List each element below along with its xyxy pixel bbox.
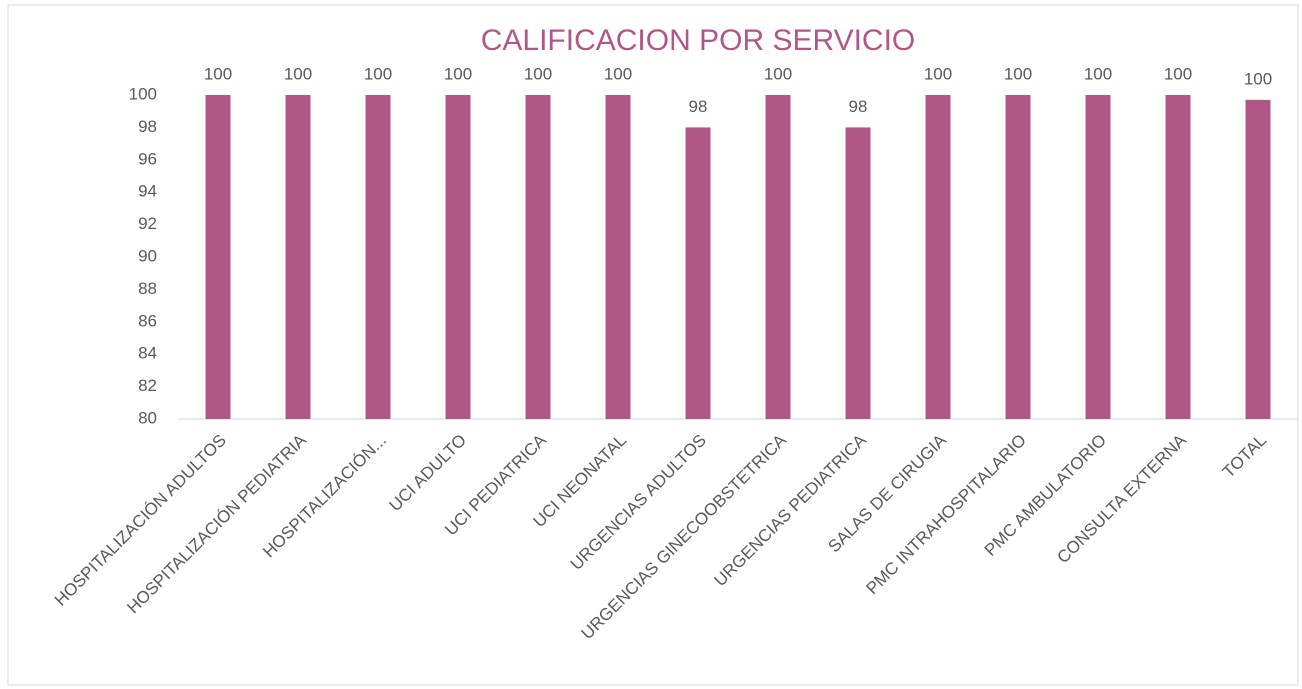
value-label: 100 [1084, 64, 1112, 83]
bar [365, 95, 391, 419]
bar [925, 95, 951, 419]
y-tick-label: 90 [138, 246, 157, 265]
bar [765, 95, 791, 419]
bar [1005, 95, 1031, 419]
value-label: 100 [524, 64, 552, 83]
bar [1245, 99, 1271, 420]
bar [685, 127, 711, 420]
bar [845, 127, 871, 420]
y-tick-label: 80 [138, 408, 157, 427]
value-label: 98 [689, 97, 708, 116]
y-tick-label: 82 [138, 376, 157, 395]
y-tick-label: 84 [138, 344, 157, 363]
value-label: 100 [284, 64, 312, 83]
bar [525, 95, 551, 419]
value-label: 100 [204, 64, 232, 83]
bar [605, 95, 631, 419]
value-label: 100 [364, 64, 392, 83]
y-tick-label: 94 [138, 182, 157, 201]
y-tick-label: 92 [138, 214, 157, 233]
y-tick-label: 86 [138, 311, 157, 330]
value-label: 98 [849, 97, 868, 116]
value-label: 100 [604, 64, 632, 83]
value-label: 100 [924, 64, 952, 83]
value-label: 100 [1004, 64, 1032, 83]
bar [285, 95, 311, 419]
chart-title: CALIFICACION POR SERVICIO [481, 24, 916, 57]
y-tick-label: 88 [138, 279, 157, 298]
y-tick-label: 98 [138, 117, 157, 136]
bar [445, 95, 471, 419]
bar [1165, 95, 1191, 419]
y-tick-label: 100 [129, 84, 157, 103]
y-tick-label: 96 [138, 149, 157, 168]
value-label: 100 [1164, 64, 1192, 83]
value-label: 100 [764, 64, 792, 83]
bar [1085, 95, 1111, 419]
bar [205, 95, 231, 419]
value-label: 100 [1244, 69, 1272, 88]
value-label: 100 [444, 64, 472, 83]
